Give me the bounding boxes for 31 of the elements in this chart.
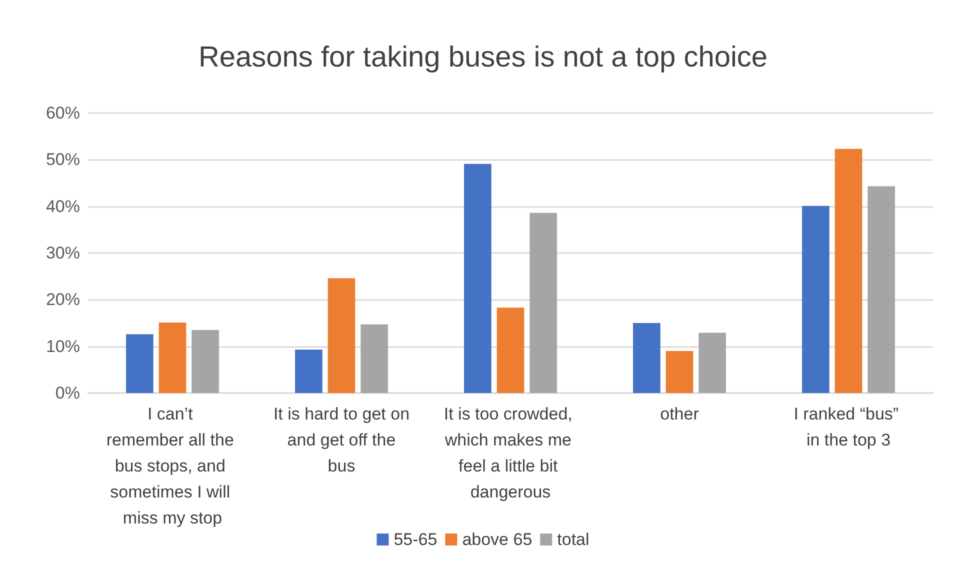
bar: [464, 164, 492, 393]
bar: [868, 186, 895, 393]
bar: [802, 206, 830, 393]
y-tick-label: 30%: [46, 244, 80, 262]
chart-title: Reasons for taking buses is not a top choice: [198, 42, 768, 74]
bar: [666, 351, 694, 393]
bar: [530, 212, 557, 393]
x-tick-label: other: [660, 404, 700, 424]
bar: [192, 330, 219, 393]
y-tick-label: 60%: [46, 104, 80, 122]
bar: [328, 278, 356, 393]
legend-label: 55-65: [394, 530, 438, 549]
bar: [295, 350, 322, 393]
x-tick-label: It is hard to get on and get off the bus: [273, 404, 410, 476]
bar: [834, 148, 862, 393]
bar: [698, 332, 726, 393]
bar: [496, 308, 524, 393]
x-tick-label: I ranked “bus” in the top 3: [794, 404, 904, 450]
bar: [360, 324, 388, 393]
x-tick-label: It is too crowded, which makes me feel a little bit dangerous: [444, 404, 578, 502]
y-tick-label: 0%: [55, 384, 80, 402]
y-tick-label: 40%: [46, 196, 80, 216]
y-tick-label: 10%: [46, 336, 80, 356]
bar: [158, 322, 186, 393]
y-tick-label: 50%: [46, 150, 80, 170]
legend-label: above 65: [462, 530, 532, 549]
y-tick-label: 20%: [46, 290, 80, 310]
bar: [633, 323, 660, 393]
bar: [126, 334, 154, 393]
x-tick-label: I can’t remember all the bus stops, and sometimes I will miss my stop: [106, 404, 239, 528]
legend-label: total: [557, 530, 590, 549]
